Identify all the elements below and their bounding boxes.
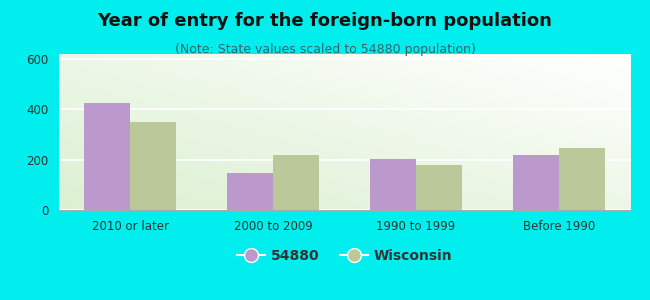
- Bar: [84, 103, 130, 210]
- Bar: [559, 148, 604, 210]
- Legend: 54880, Wisconsin: 54880, Wisconsin: [231, 244, 458, 268]
- Bar: [416, 165, 462, 210]
- Text: (Note: State values scaled to 54880 population): (Note: State values scaled to 54880 popu…: [175, 44, 475, 56]
- Bar: [130, 122, 176, 210]
- Bar: [514, 155, 559, 210]
- Bar: [273, 154, 318, 210]
- Text: Year of entry for the foreign-born population: Year of entry for the foreign-born popul…: [98, 12, 552, 30]
- Bar: [227, 173, 273, 210]
- Bar: [370, 159, 416, 210]
